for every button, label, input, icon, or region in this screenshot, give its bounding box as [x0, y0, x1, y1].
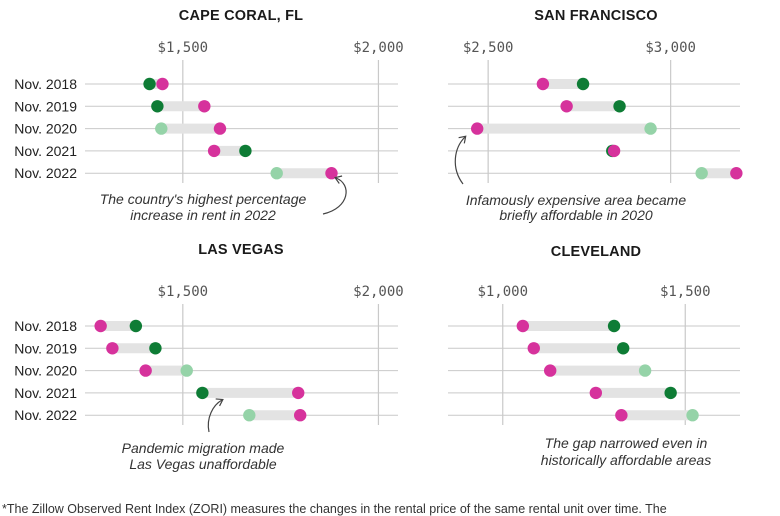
- green-dot: [664, 386, 677, 400]
- green-dot: [270, 167, 283, 180]
- chart-title: CLEVELAND: [551, 244, 641, 260]
- pink-dot: [544, 364, 557, 377]
- pink-dot: [516, 319, 530, 333]
- x-tick-label: $2,000: [353, 284, 404, 300]
- annotation-text: Infamously expensive area became: [466, 192, 686, 208]
- green-dot: [143, 77, 156, 91]
- x-tick-label: $2,500: [463, 40, 514, 56]
- green-dot: [239, 144, 252, 158]
- pink-dot: [293, 409, 307, 422]
- pink-dot: [589, 386, 603, 400]
- row-label: Nov. 2018: [14, 318, 77, 334]
- pink-dot: [198, 100, 211, 113]
- row-label: Nov. 2021: [14, 385, 77, 401]
- pink-dot: [615, 409, 628, 422]
- green-dot: [607, 319, 621, 333]
- annotation-text: The country's highest percentage: [100, 191, 307, 207]
- green-dot: [613, 100, 626, 113]
- row-label: Nov. 2021: [14, 143, 77, 159]
- green-dot: [576, 77, 590, 91]
- row-label: Nov. 2022: [14, 165, 77, 181]
- x-tick-label: $1,500: [158, 284, 209, 300]
- green-dot: [644, 122, 657, 135]
- pink-dot: [106, 342, 119, 355]
- chart-title: CAPE CORAL, FL: [179, 8, 303, 24]
- green-dot: [686, 409, 699, 422]
- pink-dot: [325, 167, 338, 180]
- pink-dot: [730, 167, 743, 180]
- panel-las-vegas: $1,500 $2,000 LAS VEGAS Nov. 2018 Nov. 2019 N…: [14, 242, 404, 472]
- panel-cape-coral-fl: $1,500 $2,000 CAPE CORAL, FL Nov. 2018 Nov. …: [14, 8, 404, 223]
- pink-dot: [94, 319, 107, 333]
- pink-dot: [560, 100, 573, 113]
- x-tick-label: $3,000: [645, 40, 696, 56]
- green-dot: [695, 167, 708, 180]
- annotation-text: historically affordable areas: [541, 452, 711, 468]
- green-dot: [196, 386, 209, 400]
- footnote: *The Zillow Observed Rent Index (ZORI) m…: [2, 502, 667, 516]
- pink-dot: [292, 386, 305, 400]
- pink-dot: [527, 342, 540, 355]
- annotation-arrow: [454, 135, 467, 185]
- pink-dot: [207, 144, 221, 158]
- annotation-text: Las Vegas unaffordable: [129, 456, 277, 472]
- panel-san-francisco: $2,500 $3,000 SAN FRANCISCO Infamously expe…: [448, 8, 743, 223]
- row-label: Nov. 2019: [14, 340, 77, 356]
- green-dot: [180, 364, 193, 377]
- annotation-text: Pandemic migration made: [122, 440, 285, 456]
- green-dot: [129, 319, 143, 333]
- row-label: Nov. 2020: [14, 121, 77, 137]
- pink-dot: [471, 122, 484, 135]
- annotation-arrow: [322, 175, 347, 215]
- annotation-text: The gap narrowed even in: [545, 435, 708, 451]
- green-dot: [243, 409, 256, 422]
- x-tick-label: $2,000: [353, 40, 404, 56]
- green-dot: [617, 342, 630, 355]
- pink-dot: [213, 122, 227, 135]
- chart-title: SAN FRANCISCO: [534, 8, 657, 24]
- green-dot: [638, 364, 652, 377]
- x-tick-label: $1,000: [477, 284, 528, 300]
- green-dot: [155, 122, 168, 135]
- row-label: Nov. 2018: [14, 76, 77, 92]
- x-tick-label: $1,500: [660, 284, 711, 300]
- annotation-text: increase in rent in 2022: [130, 207, 276, 223]
- green-dot: [151, 100, 164, 113]
- row-label: Nov. 2019: [14, 98, 77, 114]
- pink-dot: [139, 364, 152, 377]
- annotation-text: briefly affordable in 2020: [499, 207, 653, 223]
- panel-cleveland: $1,000 $1,500 CLEVELAND The gap narrowed ev…: [448, 244, 740, 468]
- row-label: Nov. 2022: [14, 407, 77, 423]
- chart-title: LAS VEGAS: [198, 242, 284, 258]
- annotation-arrow: [207, 398, 224, 433]
- row-label: Nov. 2020: [14, 363, 77, 379]
- pink-dot: [156, 77, 169, 91]
- green-dot: [149, 342, 162, 355]
- pink-dot: [536, 77, 550, 91]
- x-tick-label: $1,500: [158, 40, 209, 56]
- pink-dot: [607, 144, 621, 158]
